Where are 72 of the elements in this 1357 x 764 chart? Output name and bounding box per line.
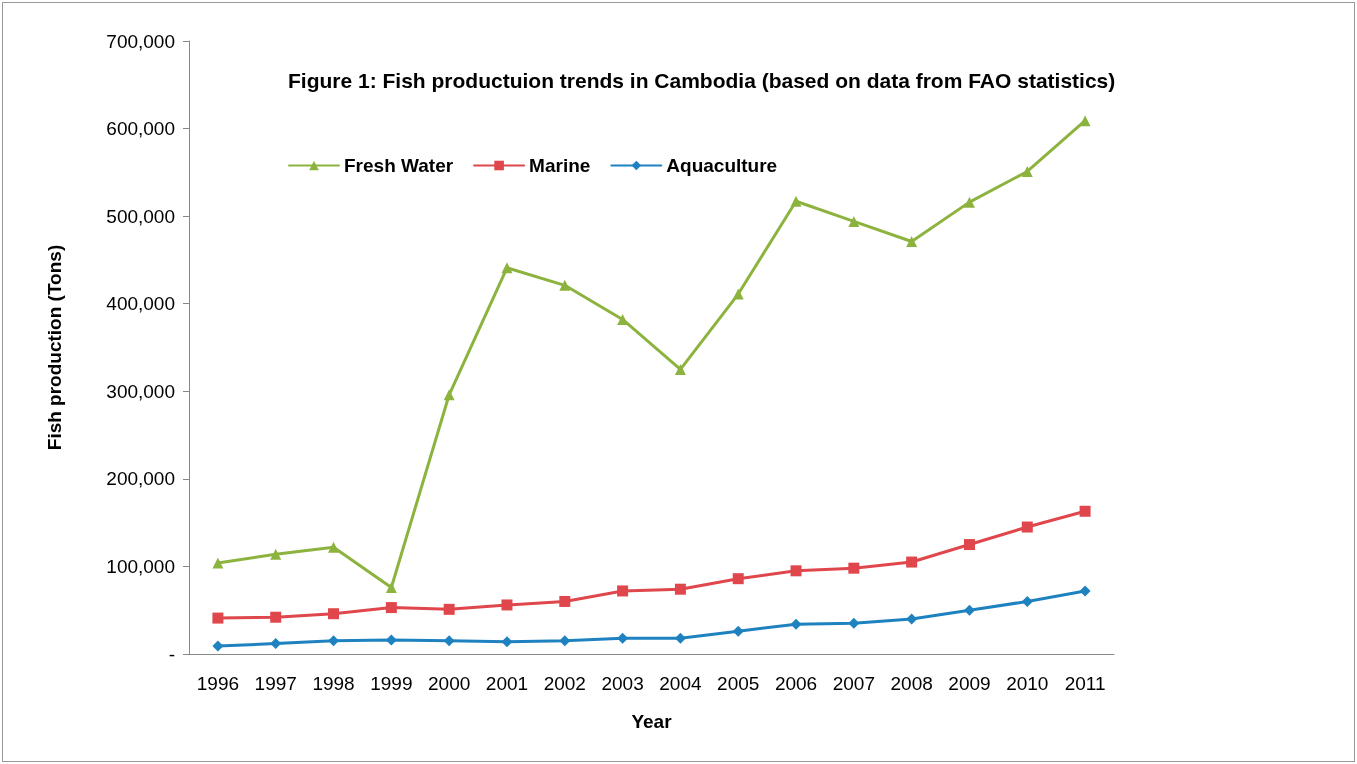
point (212, 640, 224, 652)
x-tick-label: 2002 (543, 673, 586, 694)
point (732, 625, 744, 637)
point (617, 585, 629, 597)
point (790, 565, 802, 577)
x-tick-label: 2005 (717, 673, 760, 694)
x-tick-label: 2004 (659, 673, 702, 694)
point (328, 541, 340, 553)
point (501, 599, 513, 611)
point (443, 603, 455, 615)
x-tick-label: 1998 (312, 673, 355, 694)
point (385, 581, 397, 593)
point (848, 617, 860, 629)
point (848, 562, 860, 574)
point (790, 618, 802, 630)
x-tick-label: 1997 (254, 673, 297, 694)
point (906, 236, 918, 248)
x-tick-label: 2010 (1006, 673, 1049, 694)
y-tick-label: 400,000 (106, 293, 175, 315)
x-tick-label: 1996 (196, 673, 240, 694)
y-tick-label: 600,000 (106, 118, 175, 140)
x-tick-label: 2001 (485, 673, 529, 694)
x-tick-label: 2000 (428, 673, 471, 694)
point (963, 539, 975, 551)
y-tick-label: 200,000 (106, 468, 175, 490)
y-tick-label: 500,000 (106, 205, 175, 227)
point (559, 595, 571, 607)
point (790, 195, 802, 207)
x-tick-label: 2009 (948, 673, 991, 694)
y-tick-label: 300,000 (106, 380, 175, 402)
point (270, 548, 282, 560)
point (1079, 505, 1091, 517)
point (1021, 165, 1033, 177)
point (443, 389, 455, 401)
point (848, 215, 860, 227)
y-tick-label: 700,000 (106, 30, 175, 52)
x-tick-label: 2011 (1064, 673, 1106, 694)
point (559, 279, 571, 291)
legend-label: Marine (529, 155, 591, 176)
x-tick-label: 1999 (370, 673, 413, 694)
y-tick-label: 100,000 (106, 555, 175, 577)
point (270, 611, 282, 623)
point (1021, 595, 1033, 607)
point (270, 637, 282, 649)
point (501, 262, 513, 274)
point (212, 612, 224, 624)
point (501, 636, 513, 648)
point (443, 635, 455, 647)
point (906, 613, 918, 625)
y-axis-title: Fish production (Tons) (44, 244, 65, 451)
x-tick-label: 2007 (832, 673, 875, 694)
point (1079, 115, 1091, 127)
point (1021, 521, 1033, 533)
x-tick-label: 2008 (890, 673, 933, 694)
x-tick-label: 2006 (774, 673, 818, 694)
point (212, 557, 224, 569)
x-tick-label: 2003 (601, 673, 644, 694)
point (328, 608, 340, 620)
point (963, 196, 975, 208)
legend-label: Aquaculture (666, 155, 778, 176)
point (1079, 585, 1091, 597)
point (674, 363, 686, 375)
point (732, 288, 744, 300)
x-axis-title: Year (631, 711, 673, 732)
point (963, 604, 975, 616)
point (906, 556, 918, 568)
legend-label: Fresh Water (344, 155, 454, 176)
text: Figure 1: Fish productuion trends in Cambodia (based on data from FAO statistics) (288, 69, 1116, 92)
point (385, 602, 397, 614)
point (732, 573, 744, 585)
y-tick-label: - (168, 643, 175, 665)
point (674, 583, 686, 595)
